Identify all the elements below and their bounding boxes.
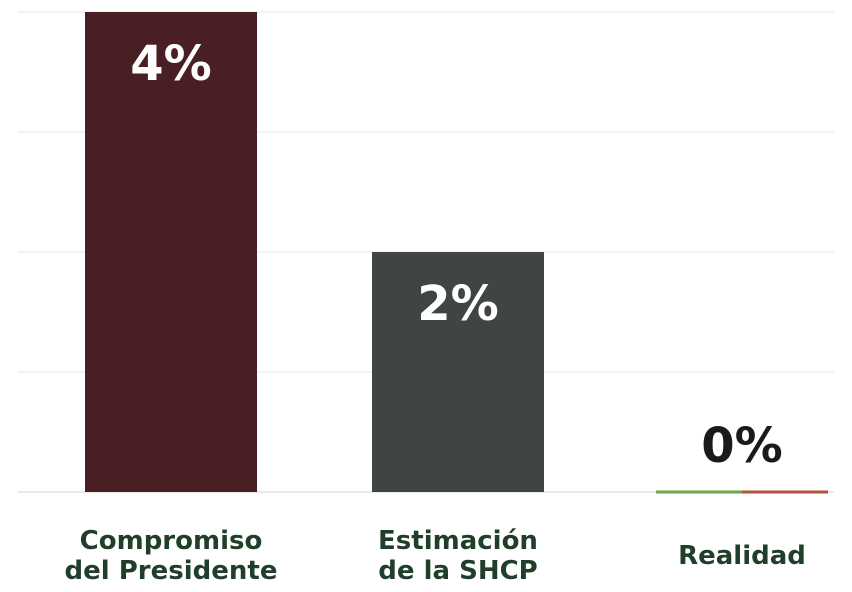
- data-label-3: 0%: [701, 418, 783, 474]
- category-label-2: Estimación de la SHCP: [378, 526, 538, 586]
- category-label-line: Realidad: [678, 541, 806, 571]
- category-label-line: Estimación: [378, 526, 538, 556]
- category-label-line: Compromiso: [80, 526, 263, 556]
- category-label-line: de la SHCP: [378, 556, 537, 586]
- category-label-3: Realidad: [678, 541, 806, 571]
- category-label-line: del Presidente: [65, 556, 278, 586]
- category-label-1: Compromiso del Presidente: [65, 526, 278, 586]
- bar-1: [85, 12, 257, 492]
- bar-2: [372, 252, 544, 492]
- data-label-1: 4%: [130, 36, 212, 92]
- data-label-2: 2%: [417, 276, 499, 332]
- bars: [85, 12, 828, 494]
